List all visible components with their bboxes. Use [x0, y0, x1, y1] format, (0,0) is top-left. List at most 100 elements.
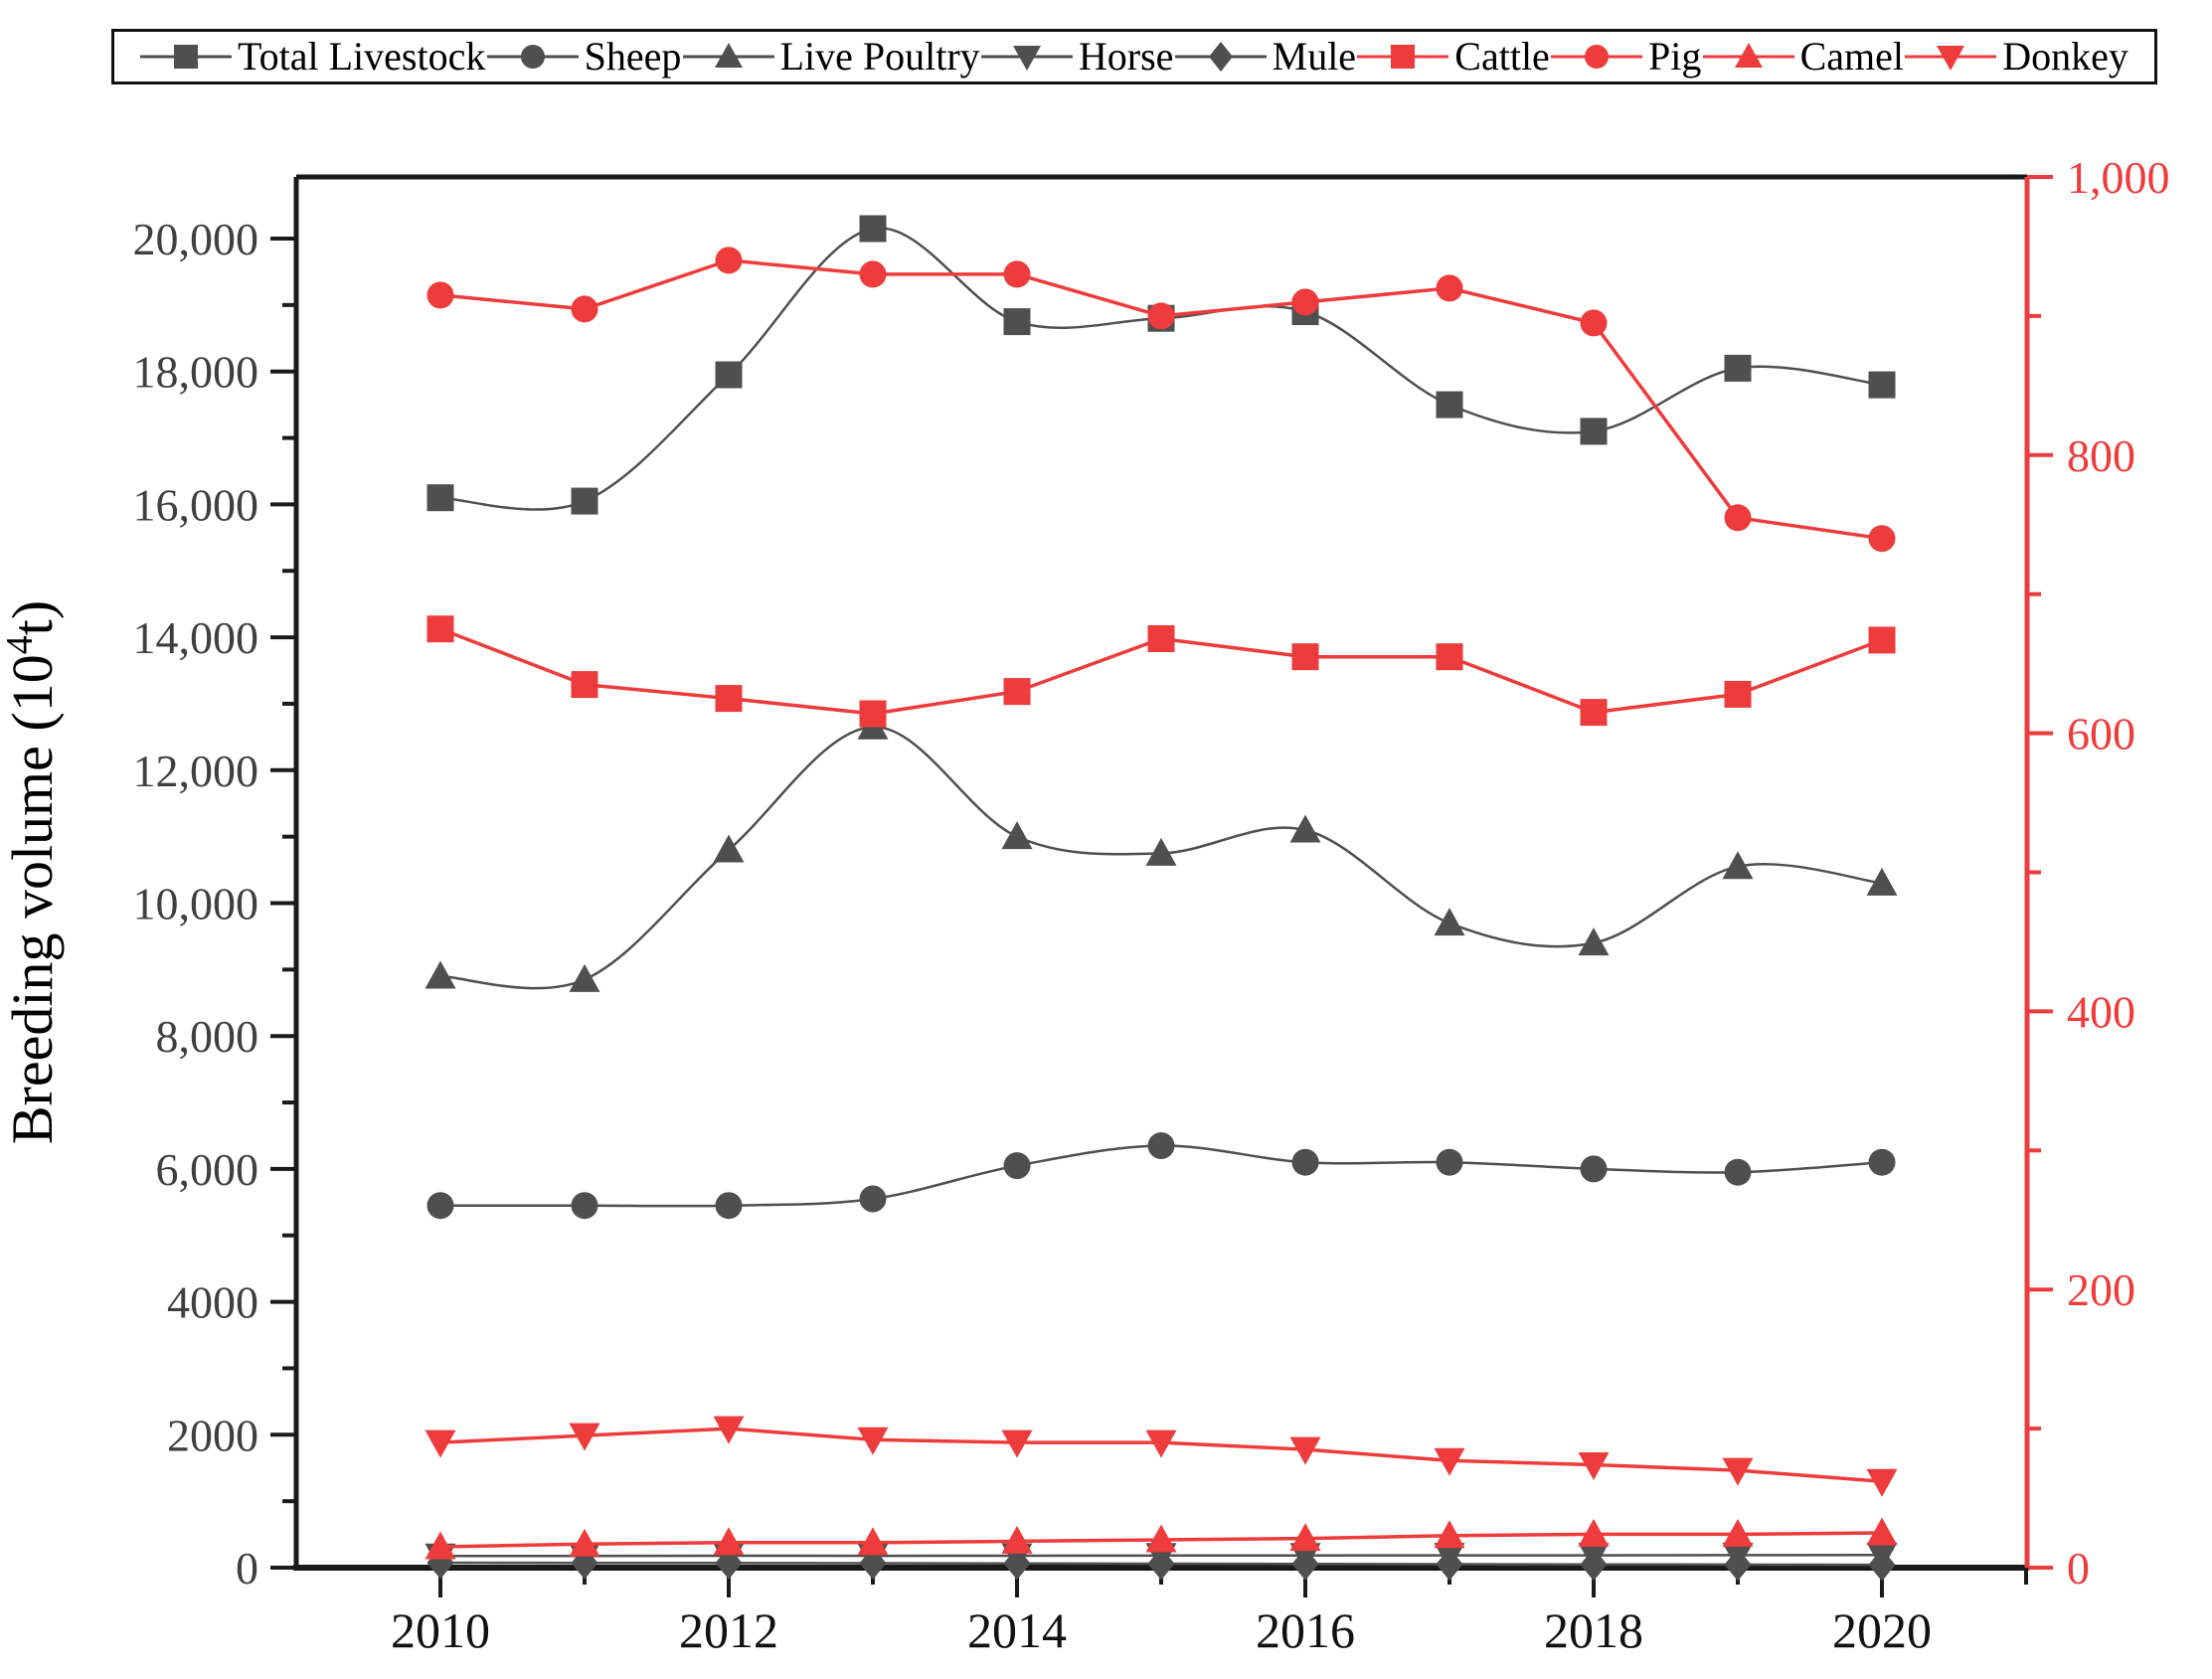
legend-item-sheep: Sheep	[486, 34, 682, 79]
left-axis-tick-label: 20,000	[133, 214, 259, 264]
series-marker-cattle	[1580, 699, 1608, 727]
series-marker-donkey	[569, 1423, 600, 1451]
series-marker-total-livestock	[1868, 371, 1896, 399]
left-axis-tick-label: 14,000	[133, 612, 259, 663]
series-line-total-livestock	[439, 227, 1883, 511]
legend-item-cattle: Cattle	[1357, 37, 1550, 77]
series-marker-donkey	[1578, 1452, 1610, 1480]
chart-legend: Total Livestock Sheep Live Poultry Horse Mul…	[111, 29, 2157, 84]
legend-label-camel: Camel	[1799, 34, 1905, 79]
left-axis-tick-label: 6,000	[156, 1144, 259, 1195]
series-marker-total-livestock	[859, 215, 887, 243]
series-marker-total-livestock	[1580, 418, 1608, 445]
series-marker-mule	[1724, 1548, 1752, 1582]
series-marker-total-livestock	[1724, 354, 1752, 382]
series-marker-pig	[1436, 274, 1463, 302]
series-marker-sheep	[1291, 1148, 1319, 1176]
series-marker-sheep	[571, 1192, 598, 1220]
series-marker-cattle	[1147, 625, 1175, 652]
series-marker-live-poultry	[1722, 851, 1754, 880]
x-axis-tick-label: 2010	[391, 1602, 490, 1658]
legend-label-donkey: Donkey	[2002, 34, 2128, 79]
left-axis-tick-label: 4000	[167, 1277, 258, 1328]
left-axis-tick-label: 8,000	[156, 1011, 259, 1062]
legend-label-mule: Mule	[1272, 34, 1357, 79]
legend-marker-live-poultry-icon	[682, 43, 774, 68]
series-marker-camel	[1289, 1523, 1321, 1552]
series-marker-camel	[713, 1527, 745, 1556]
legend-marker-horse-icon	[980, 46, 1073, 71]
legend-marker-donkey-icon	[1905, 46, 1997, 71]
series-line-live-poultry	[439, 726, 1883, 990]
right-axis-tick-label: 400	[2067, 986, 2135, 1037]
series-marker-camel	[1145, 1524, 1177, 1553]
legend-label-horse: Horse	[1078, 34, 1174, 79]
legend-label-total-livestock: Total Livestock	[238, 34, 486, 79]
series-marker-cattle	[859, 700, 887, 728]
series-marker-camel	[1001, 1525, 1033, 1554]
series-marker-live-poultry	[425, 960, 456, 989]
series-marker-sheep	[1147, 1132, 1175, 1159]
series-marker-cattle	[1291, 643, 1319, 671]
series-marker-donkey	[713, 1416, 745, 1444]
legend-label-sheep: Sheep	[584, 34, 682, 79]
series-marker-mule	[1003, 1547, 1031, 1581]
series-marker-camel	[425, 1531, 456, 1560]
series-marker-sheep	[1436, 1148, 1463, 1176]
series-marker-pig	[1580, 309, 1608, 337]
series-marker-pig	[1291, 288, 1319, 316]
series-marker-live-poultry	[1001, 821, 1033, 850]
legend-item-mule: Mule	[1174, 34, 1357, 79]
series-marker-pig	[1003, 260, 1031, 288]
series-marker-cattle	[1003, 678, 1031, 706]
series-marker-pig	[859, 260, 887, 288]
legend-item-live-poultry: Live Poultry	[682, 37, 980, 77]
x-axis-tick-label: 2012	[679, 1602, 778, 1658]
left-axis-tick-label: 16,000	[133, 479, 259, 530]
series-marker-sheep	[426, 1192, 454, 1220]
series-marker-total-livestock	[571, 487, 598, 515]
series-marker-camel	[1434, 1520, 1465, 1549]
left-axis-tick-label: 2000	[167, 1410, 258, 1460]
left-axis-tick-label: 10,000	[133, 879, 259, 929]
series-marker-donkey	[857, 1427, 889, 1455]
series-marker-live-poultry	[1866, 867, 1898, 896]
legend-marker-pig-icon	[1551, 45, 1643, 69]
series-marker-mule	[1580, 1548, 1608, 1582]
legend-item-pig: Pig	[1551, 37, 1701, 77]
series-marker-sheep	[715, 1192, 743, 1220]
legend-item-camel: Camel	[1702, 34, 1905, 79]
x-axis-tick-label: 2020	[1832, 1602, 1932, 1658]
series-marker-pig	[426, 281, 454, 309]
legend-label-pig: Pig	[1648, 34, 1702, 79]
series-marker-sheep	[859, 1185, 887, 1213]
x-axis-tick-label: 2014	[967, 1602, 1067, 1658]
series-marker-cattle	[571, 671, 598, 699]
legend-item-horse: Horse	[980, 34, 1174, 79]
series-marker-camel	[1722, 1518, 1754, 1547]
series-marker-cattle	[715, 685, 743, 713]
left-axis-tick-label: 18,000	[133, 347, 259, 398]
y-axis-title: Breeding volume (104t)	[0, 600, 65, 1144]
series-marker-mule	[1868, 1548, 1896, 1582]
legend-item-total-livestock: Total Livestock	[140, 37, 485, 77]
right-axis-tick-label: 1,000	[2067, 152, 2170, 203]
series-marker-live-poultry	[1578, 927, 1610, 956]
left-axis-tick-label: 0	[236, 1543, 258, 1594]
series-marker-mule	[1291, 1547, 1319, 1581]
x-axis-tick-label: 2018	[1544, 1602, 1643, 1658]
series-marker-donkey	[425, 1429, 456, 1458]
series-marker-cattle	[1724, 680, 1752, 708]
series-marker-donkey	[1722, 1457, 1754, 1486]
series-marker-live-poultry	[569, 963, 600, 992]
series-marker-pig	[1724, 504, 1752, 532]
series-marker-live-poultry	[1145, 837, 1177, 866]
series-marker-live-poultry	[713, 834, 745, 863]
series-marker-sheep	[1724, 1158, 1752, 1186]
series-marker-sheep	[1868, 1148, 1896, 1176]
series-marker-pig	[1868, 525, 1896, 553]
series-marker-total-livestock	[715, 361, 743, 389]
series-marker-sheep	[1580, 1155, 1608, 1183]
